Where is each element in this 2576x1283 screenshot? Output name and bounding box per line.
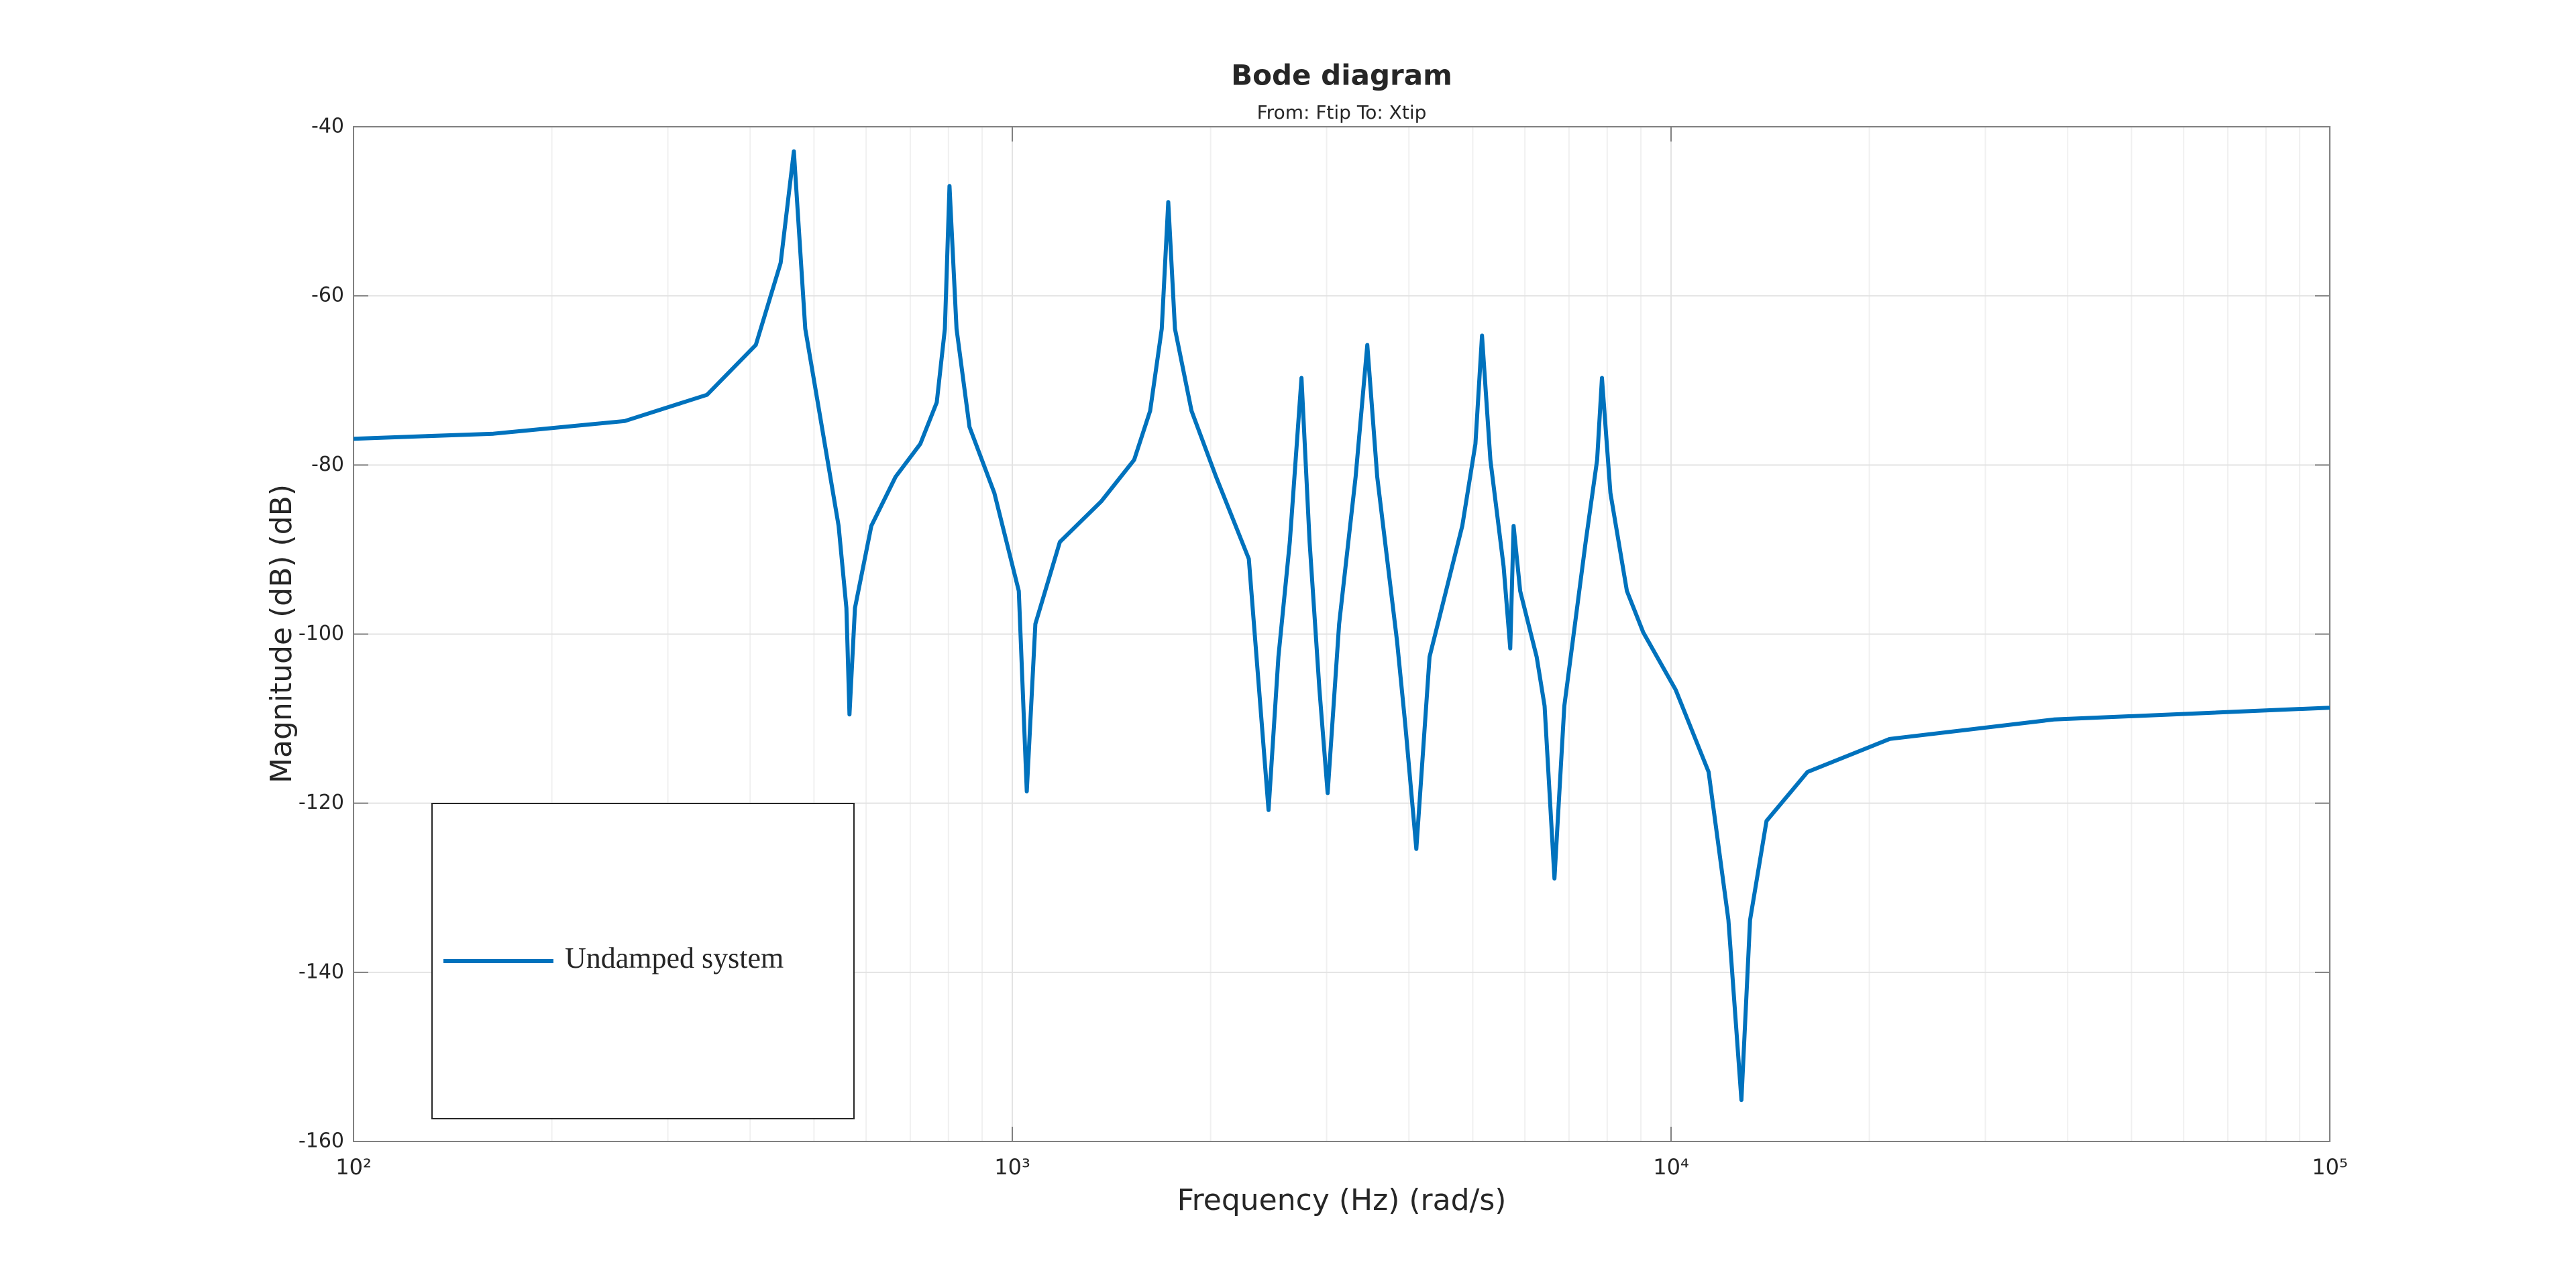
- y-tick-label: -160: [299, 1129, 344, 1153]
- y-tick-label: -120: [299, 791, 344, 814]
- chart-title: Bode diagram: [1231, 59, 1452, 92]
- x-tick-label: 10⁵: [2312, 1154, 2348, 1180]
- y-axis-label: Magnitude (dB) (dB): [264, 484, 299, 783]
- chart-subtitle: From: Ftip To: Xtip: [1257, 101, 1427, 123]
- y-tick-label: -40: [311, 115, 344, 138]
- x-tick-label: 10⁴: [1653, 1154, 1689, 1180]
- data-line: [354, 149, 2330, 1103]
- y-tick-label: -60: [311, 284, 344, 307]
- y-tick-label: -100: [299, 622, 344, 645]
- x-axis-label: Frequency (Hz) (rad/s): [1177, 1183, 1507, 1217]
- y-tick-label: -80: [311, 453, 344, 476]
- x-tick-label: 10³: [994, 1154, 1030, 1180]
- legend-label: Undamped system: [565, 942, 784, 974]
- plot-frame: [353, 126, 2330, 1142]
- y-tick-label: -140: [299, 960, 344, 983]
- x-tick-label: 10²: [335, 1154, 372, 1180]
